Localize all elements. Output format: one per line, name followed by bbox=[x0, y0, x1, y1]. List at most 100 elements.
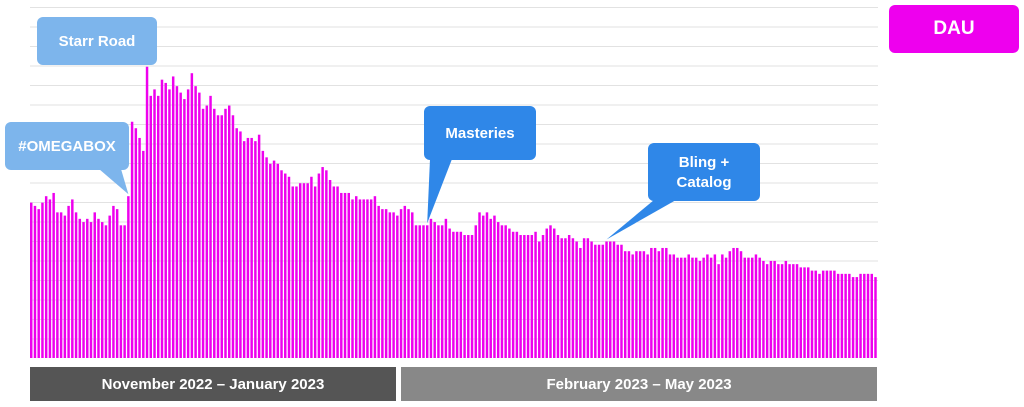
dau-bar bbox=[134, 128, 138, 358]
dau-bar bbox=[496, 222, 500, 358]
dau-bar bbox=[355, 196, 358, 358]
dau-bar bbox=[750, 257, 754, 358]
dau-bar bbox=[388, 212, 392, 358]
dau-bar bbox=[48, 199, 52, 358]
dau-bar bbox=[680, 257, 683, 358]
period-label-feb-may: February 2023 – May 2023 bbox=[401, 367, 877, 401]
dau-bar bbox=[493, 215, 496, 358]
dau-bar bbox=[605, 241, 608, 358]
dau-bar bbox=[549, 225, 552, 358]
dau-bar bbox=[515, 231, 519, 358]
dau-bar bbox=[541, 235, 545, 358]
dau-bar bbox=[657, 251, 661, 358]
dau-bar bbox=[235, 128, 238, 358]
dau-bar bbox=[623, 251, 627, 358]
dau-bar bbox=[41, 202, 44, 358]
dau-bar bbox=[287, 176, 291, 358]
annotation-callout: Starr Road bbox=[37, 17, 157, 65]
dau-bar bbox=[336, 186, 339, 358]
dau-bar bbox=[504, 225, 507, 358]
dau-bar bbox=[616, 244, 619, 358]
dau-bar bbox=[818, 273, 821, 358]
dau-bar bbox=[631, 254, 634, 358]
dau-bar bbox=[183, 99, 186, 358]
dau-bar bbox=[198, 92, 201, 359]
dau-bar bbox=[702, 257, 705, 358]
dau-bar bbox=[265, 157, 268, 358]
dau-bar bbox=[123, 225, 126, 358]
dau-bar bbox=[560, 238, 563, 358]
dau-bar bbox=[575, 241, 578, 358]
dau-bar bbox=[777, 264, 780, 358]
dau-bar bbox=[168, 89, 171, 358]
dau-bar bbox=[325, 170, 328, 358]
dau-bar bbox=[698, 260, 702, 358]
dau-bar bbox=[280, 170, 283, 358]
dau-bar bbox=[97, 218, 100, 358]
dau-bar bbox=[833, 270, 836, 358]
dau-bar bbox=[650, 247, 653, 358]
dau-bar bbox=[175, 86, 179, 359]
dau-bar bbox=[239, 131, 242, 358]
dau-bar bbox=[672, 254, 676, 358]
dau-bar bbox=[302, 183, 306, 358]
dau-bar bbox=[429, 218, 433, 358]
dau-bar bbox=[216, 115, 220, 359]
dau-bar bbox=[653, 247, 657, 358]
dau-bar bbox=[836, 273, 840, 358]
dau-bar bbox=[276, 163, 280, 358]
dau-bar bbox=[665, 247, 668, 358]
dau-bar bbox=[564, 238, 567, 358]
dau-bar bbox=[747, 257, 750, 358]
dau-bar bbox=[444, 218, 448, 358]
dau-bar bbox=[545, 228, 548, 358]
dau-bar bbox=[627, 251, 631, 358]
annotation-callout: #OMEGABOX bbox=[5, 122, 129, 195]
dau-bar bbox=[683, 257, 687, 358]
dau-bar bbox=[254, 141, 257, 358]
dau-bar bbox=[866, 273, 870, 358]
dau-bar bbox=[67, 205, 70, 358]
dau-bar bbox=[171, 76, 175, 358]
dau-bar bbox=[538, 241, 541, 358]
period-label-nov-jan: November 2022 – January 2023 bbox=[30, 367, 396, 401]
dau-bar bbox=[694, 257, 698, 358]
dau-bar bbox=[848, 273, 851, 358]
dau-bar bbox=[30, 202, 33, 358]
dau-bar bbox=[844, 273, 847, 358]
dau-bar bbox=[732, 247, 735, 358]
dau-bar bbox=[407, 209, 410, 358]
dau-bar bbox=[104, 225, 108, 358]
dau-bar bbox=[82, 222, 85, 358]
dau-bar bbox=[149, 95, 153, 358]
dau-bar bbox=[448, 228, 451, 358]
dau-bar bbox=[112, 205, 115, 358]
dau-bar bbox=[44, 196, 48, 358]
dau-bar bbox=[825, 270, 829, 358]
dau-bar bbox=[373, 196, 377, 358]
dau-bar bbox=[37, 209, 40, 358]
dau-bar bbox=[769, 260, 773, 358]
dau-bar bbox=[609, 241, 612, 358]
dau-bar bbox=[754, 254, 758, 358]
dau-bar bbox=[358, 199, 362, 358]
dau-bar bbox=[590, 241, 593, 358]
dau-bar bbox=[201, 108, 205, 358]
dau-bar bbox=[721, 254, 724, 358]
dau-bar bbox=[347, 192, 350, 358]
annotation-callout: Bling + Catalog bbox=[606, 143, 760, 240]
dau-bar bbox=[351, 199, 354, 358]
dau-bar bbox=[194, 86, 197, 359]
dau-bar bbox=[668, 254, 672, 358]
dau-bar bbox=[440, 225, 444, 358]
dau-bar bbox=[500, 225, 504, 358]
dau-bar bbox=[153, 89, 156, 358]
dau-bar bbox=[859, 273, 862, 358]
dau-bar bbox=[93, 212, 96, 358]
dau-bar bbox=[792, 264, 795, 358]
dau-bar bbox=[321, 167, 324, 358]
dau-bar bbox=[362, 199, 365, 358]
dau-bar bbox=[829, 270, 832, 358]
dau-bar bbox=[463, 235, 466, 358]
